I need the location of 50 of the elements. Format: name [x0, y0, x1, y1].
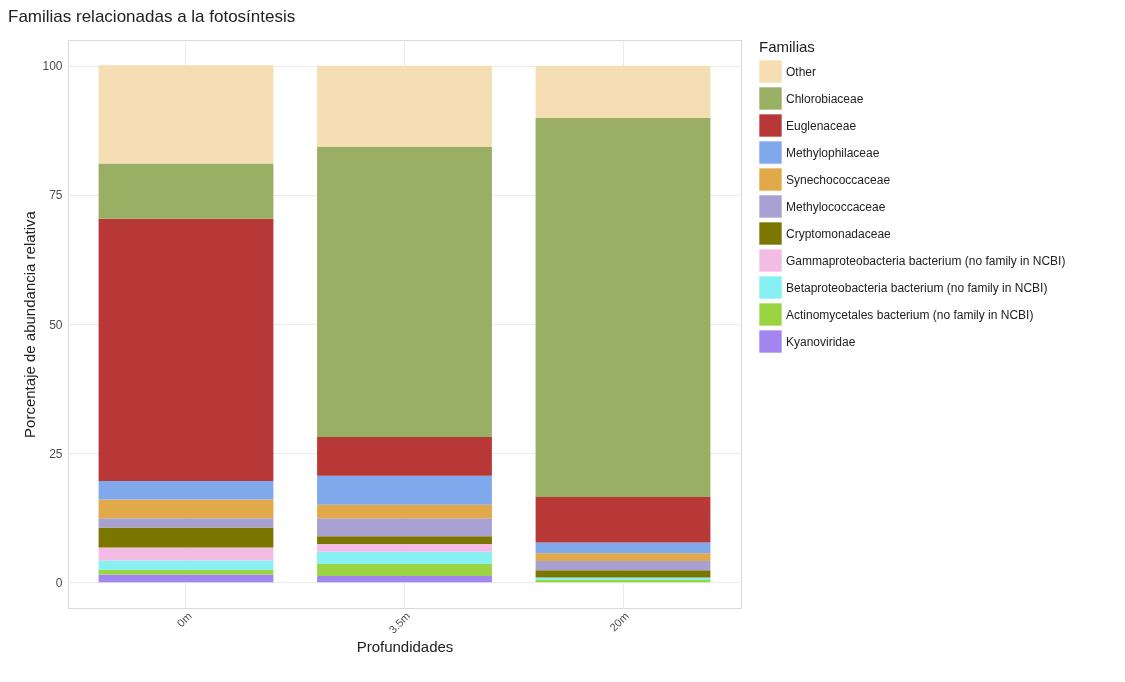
y-tick-label: 50	[49, 317, 63, 332]
bar	[535, 117, 711, 497]
legend-label: Actinomycetales bacterium (no family in NCBI)	[786, 307, 1034, 322]
legend-label: Synechococcaceae	[786, 172, 891, 187]
bar	[317, 504, 492, 519]
legend-label: Methylococcaceae	[786, 199, 886, 214]
bar	[317, 536, 492, 544]
legend-label: Kyanoviridae	[786, 334, 856, 349]
legend-label: Other	[786, 64, 817, 79]
legend-label: Euglenaceae	[786, 118, 857, 133]
x-axis-title: Profundidades	[356, 637, 454, 655]
bar	[535, 65, 711, 118]
chart-title: Familias relacionadas a la fotosíntesis	[8, 7, 296, 26]
bar	[535, 496, 711, 543]
bar	[98, 547, 274, 561]
bar	[317, 437, 492, 476]
bar	[98, 518, 274, 528]
legend-label: Chlorobiaceae	[786, 91, 864, 106]
bar	[317, 475, 492, 505]
bar	[317, 543, 492, 552]
bar	[98, 480, 274, 500]
bar	[317, 575, 492, 583]
legend-label: Cryptomonadaceae	[786, 226, 892, 241]
bar	[317, 551, 492, 565]
bar	[535, 570, 711, 578]
bar	[98, 65, 274, 164]
legend-label: Betaproteobacteria bacterium (no family in NCBI)	[786, 280, 1048, 295]
bar	[98, 574, 274, 583]
bar	[535, 561, 711, 571]
y-axis-title: Porcentaje de abundancia relativa	[21, 210, 39, 438]
bar	[98, 218, 274, 481]
legend-label: Gammaproteobacteria bacterium (no family in NCBI)	[786, 253, 1066, 268]
y-tick-label: 25	[49, 446, 63, 461]
y-tick-label: 75	[49, 188, 63, 203]
x-tick-label: 20m	[607, 609, 631, 634]
bar	[98, 560, 274, 570]
y-tick-label: 100	[42, 59, 63, 74]
bar	[317, 65, 492, 147]
legend-label: Methylophilaceae	[786, 145, 880, 160]
bar	[98, 499, 274, 519]
bar	[317, 518, 492, 537]
bar	[535, 553, 711, 562]
bar	[98, 527, 274, 548]
bar	[317, 146, 492, 438]
x-tick-label: 0m	[174, 609, 194, 630]
bar	[98, 163, 274, 219]
legend-title: Familias	[759, 38, 815, 55]
y-tick-label: 0	[55, 575, 63, 590]
bar	[317, 564, 492, 576]
bar	[535, 542, 711, 554]
